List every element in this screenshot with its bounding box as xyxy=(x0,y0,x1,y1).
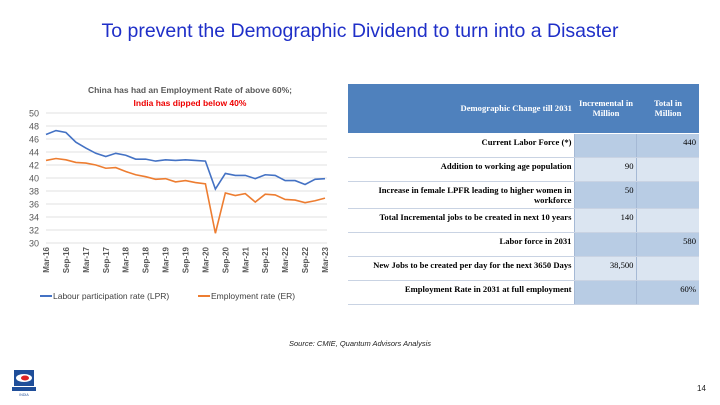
table-row: Addition to working age population 90 xyxy=(348,156,699,182)
x-tick-label: Mar-23 xyxy=(321,246,330,272)
y-tick-label: 30 xyxy=(29,239,39,249)
table-row: Current Labor Force (*) 440 xyxy=(348,132,699,158)
legend-label: Employment rate (ER) xyxy=(211,291,295,301)
x-tick-label: Mar-19 xyxy=(162,246,171,272)
x-tick-label: Sep-21 xyxy=(261,246,270,273)
incremental-value: 50 xyxy=(574,180,637,209)
x-tick-label: Mar-22 xyxy=(281,246,290,272)
x-tick-label: Sep-22 xyxy=(301,246,310,273)
table-row: Increase in female LPFR leading to highe… xyxy=(348,180,699,209)
legend-label: Labour participation rate (LPR) xyxy=(53,291,169,301)
x-tick-label: Sep-20 xyxy=(221,246,230,273)
total-value xyxy=(636,180,699,209)
x-tick-label: Mar-18 xyxy=(122,246,131,272)
row-label: Total Incremental jobs to be created in … xyxy=(348,207,575,233)
table-row: Labor force in 2031 580 xyxy=(348,231,699,257)
x-tick-label: Mar-17 xyxy=(82,246,91,272)
source-note: Source: CMIE, Quantum Advisors Analysis xyxy=(289,339,431,348)
x-tick-label: Sep-18 xyxy=(142,246,151,273)
demographic-table: Demographic Change till 2031 Incremental… xyxy=(348,84,699,305)
x-tick-label: Sep-17 xyxy=(102,246,111,273)
incremental-value: 38,500 xyxy=(574,255,637,281)
x-tick-label: Sep-16 xyxy=(62,246,71,273)
incremental-value xyxy=(574,132,637,158)
table-row: New Jobs to be created per day for the n… xyxy=(348,255,699,281)
page-number: 14 xyxy=(697,384,706,393)
y-tick-label: 44 xyxy=(29,148,39,158)
chart-subtitle: India has dipped below 40% xyxy=(134,98,247,108)
y-tick-label: 36 xyxy=(29,200,39,210)
row-label: New Jobs to be created per day for the n… xyxy=(348,255,575,281)
table-row: Employment Rate in 2031 at full employme… xyxy=(348,279,699,305)
total-value: 60% xyxy=(636,279,699,305)
total-value xyxy=(636,255,699,281)
header-demographic-change: Demographic Change till 2031 xyxy=(348,84,575,133)
row-label: Labor force in 2031 xyxy=(348,231,575,257)
x-tick-label: Mar-21 xyxy=(241,246,250,272)
row-label: Current Labor Force (*) xyxy=(348,132,575,158)
y-tick-label: 50 xyxy=(29,109,39,119)
header-incremental: Incremental in Million xyxy=(574,84,637,133)
row-label: Increase in female LPFR leading to highe… xyxy=(348,180,575,209)
incremental-value: 90 xyxy=(574,156,637,182)
slide-title: To prevent the Demographic Dividend to t… xyxy=(101,20,619,42)
y-tick-label: 38 xyxy=(29,187,39,197)
svg-text:INDIA: INDIA xyxy=(19,393,29,397)
row-label: Employment Rate in 2031 at full employme… xyxy=(348,279,575,305)
x-tick-label: Mar-20 xyxy=(201,246,210,272)
incremental-value xyxy=(574,231,637,257)
incremental-value xyxy=(574,279,637,305)
header-total: Total in Million xyxy=(636,84,699,133)
total-value: 580 xyxy=(636,231,699,257)
y-tick-label: 46 xyxy=(29,135,39,145)
chart-title: China has had an Employment Rate of abov… xyxy=(88,85,292,95)
y-tick-label: 40 xyxy=(29,174,39,184)
y-tick-label: 32 xyxy=(29,226,39,236)
y-tick-label: 48 xyxy=(29,122,39,132)
y-tick-label: 42 xyxy=(29,161,39,171)
x-tick-label: Mar-16 xyxy=(42,246,51,272)
y-tick-label: 34 xyxy=(29,213,39,223)
incremental-value: 140 xyxy=(574,207,637,233)
er-line xyxy=(45,157,326,234)
total-value xyxy=(636,156,699,182)
lpr-line xyxy=(45,129,326,191)
table-row: Total Incremental jobs to be created in … xyxy=(348,207,699,233)
total-value xyxy=(636,207,699,233)
quantum-logo: INDIA xyxy=(12,370,36,397)
line-chart: China has had an Employment Rate of abov… xyxy=(29,85,330,301)
row-label: Addition to working age population xyxy=(348,156,575,182)
x-tick-label: Sep-19 xyxy=(182,246,191,273)
total-value: 440 xyxy=(636,132,699,158)
